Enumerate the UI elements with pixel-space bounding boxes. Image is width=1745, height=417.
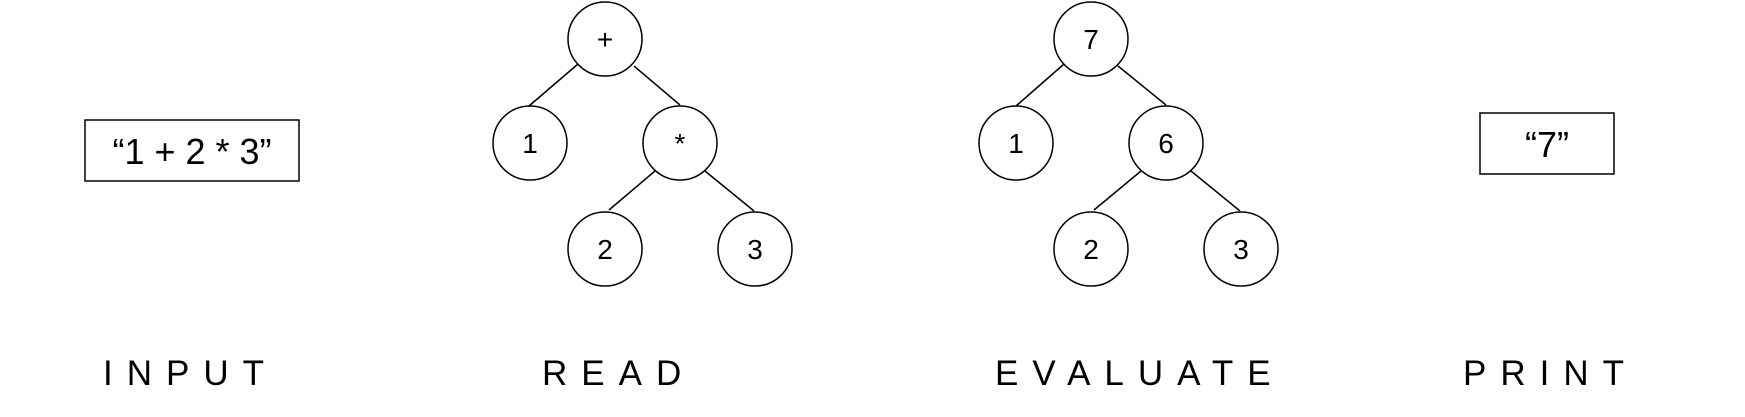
evaluate-node-left: 1 <box>978 105 1054 181</box>
evaluate-node-right-label: 6 <box>1158 128 1174 159</box>
evaluate-edge-six-right <box>1190 170 1241 212</box>
evaluate-node-right-left: 2 <box>1053 211 1129 287</box>
read-node-right: * <box>642 105 718 181</box>
evaluate-edge-six-left <box>1093 170 1142 211</box>
read-node-root: + <box>567 1 643 77</box>
read-node-left-label: 1 <box>522 128 538 159</box>
print-label: PRINT <box>1463 354 1638 393</box>
evaluate-label: EVALUATE <box>995 354 1285 393</box>
read-edge-mul-right <box>704 170 755 212</box>
read-edge-root-left <box>528 63 579 107</box>
read-node-right-left: 2 <box>567 211 643 287</box>
read-label: READ <box>542 354 695 393</box>
read-edge-mul-left <box>608 170 656 211</box>
evaluate-node-root-label: 7 <box>1083 24 1099 55</box>
read-edge-root-right <box>633 65 681 106</box>
evaluate-stage: 7 1 6 2 3 EVALUATE <box>978 1 1285 393</box>
input-label: INPUT <box>103 354 278 393</box>
input-box <box>84 119 300 182</box>
read-node-right-label: * <box>675 128 686 159</box>
evaluate-node-right-left-label: 2 <box>1083 234 1099 265</box>
read-node-right-left-label: 2 <box>597 234 613 265</box>
print-result: “7” <box>1525 124 1569 165</box>
evaluate-node-right-right-label: 3 <box>1233 234 1249 265</box>
print-stage: “7” PRINT <box>1463 112 1638 393</box>
evaluate-node-root: 7 <box>1053 1 1129 77</box>
evaluate-node-right: 6 <box>1128 105 1204 181</box>
evaluate-edge-root-right <box>1117 65 1167 106</box>
input-expression: “1 + 2 * 3” <box>112 131 271 172</box>
evaluate-edge-root-left <box>1015 63 1065 107</box>
read-node-left: 1 <box>492 105 568 181</box>
read-node-right-right-label: 3 <box>747 234 763 265</box>
read-stage: + 1 * 2 3 READ <box>492 1 793 393</box>
print-box <box>1479 112 1615 175</box>
evaluate-node-left-label: 1 <box>1008 128 1024 159</box>
read-node-right-right: 3 <box>717 211 793 287</box>
read-node-root-label: + <box>597 24 613 55</box>
input-stage: “1 + 2 * 3” INPUT <box>84 119 300 393</box>
evaluate-node-right-right: 3 <box>1203 211 1279 287</box>
